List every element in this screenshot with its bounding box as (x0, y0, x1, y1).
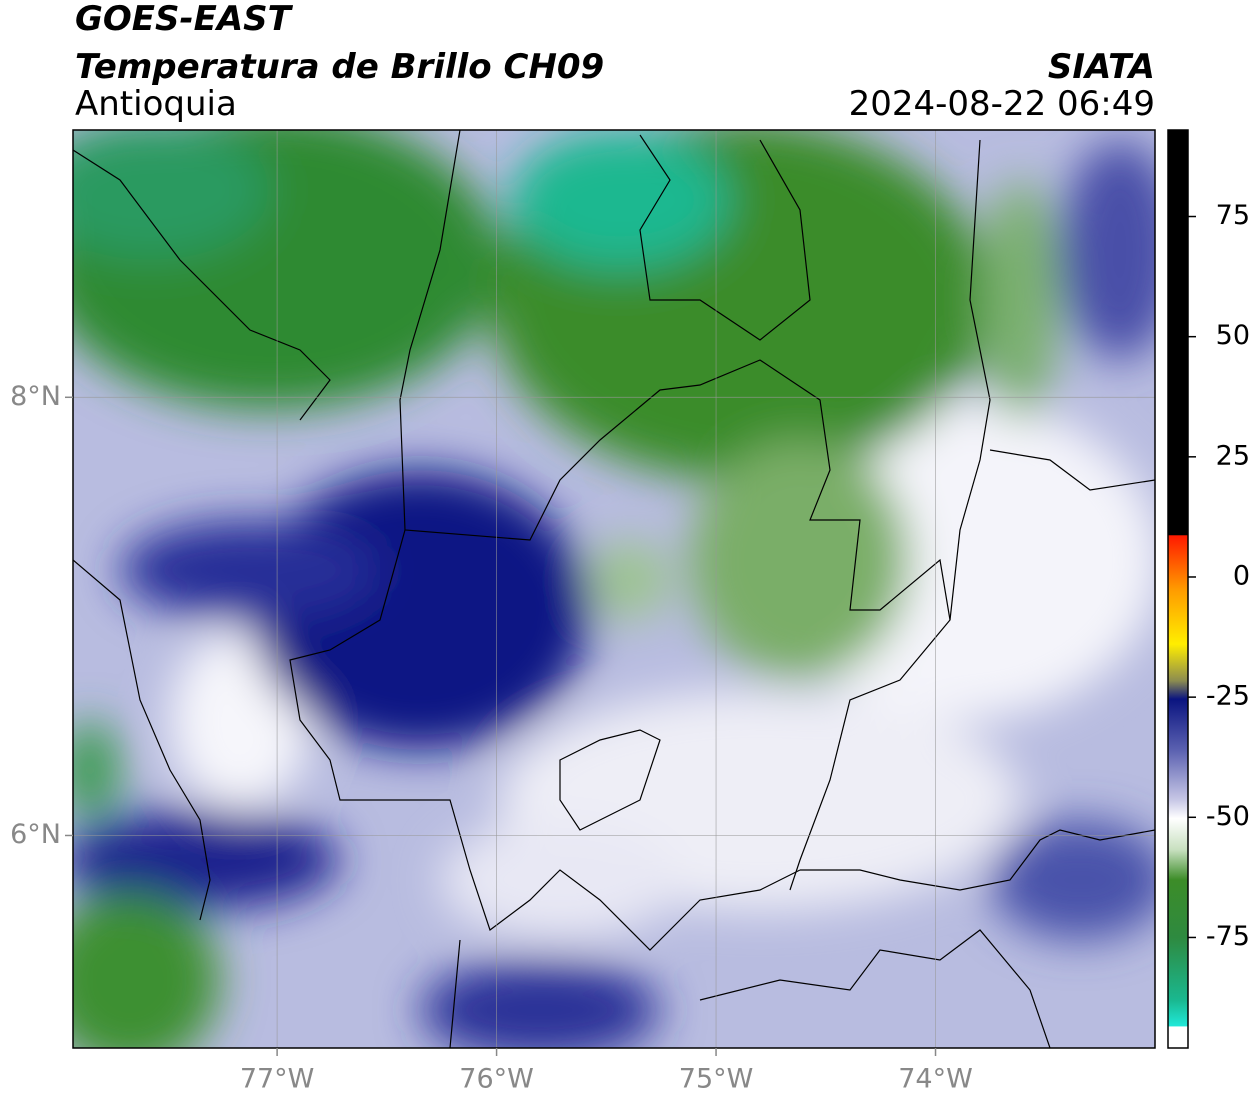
source: SIATA (1048, 47, 1155, 87)
colorbar-tick-label: -75 (1206, 921, 1250, 952)
x-tick-label: 74°W (898, 1064, 973, 1095)
grid (73, 130, 1155, 1048)
colorbar-tick-label: 50 (1216, 320, 1250, 351)
colorbar-tick-label: -50 (1206, 801, 1250, 832)
x-tick-label: 75°W (679, 1064, 754, 1095)
datetime: 2024-08-22 06:49 (849, 84, 1155, 124)
colorbar-tick-label: 25 (1216, 440, 1250, 471)
subtitle: Temperatura de Brillo CH09 (75, 47, 604, 87)
boundaries (73, 130, 1155, 1048)
colorbar-tick-label: 0 (1233, 560, 1250, 591)
x-tick-label: 76°W (459, 1064, 534, 1095)
x-tick-label: 77°W (240, 1064, 315, 1095)
plot-frame (72, 129, 1156, 1049)
y-tick-label: 6°N (10, 819, 61, 850)
colorbar-tick-label: 75 (1216, 200, 1250, 231)
satellite-image (73, 130, 1155, 1048)
colorbar (1167, 129, 1189, 1049)
colorbar-tick-label: -25 (1206, 681, 1250, 712)
y-tick-label: 8°N (10, 381, 61, 412)
region: Antioquia (75, 84, 237, 124)
title: GOES-EAST (75, 0, 294, 39)
